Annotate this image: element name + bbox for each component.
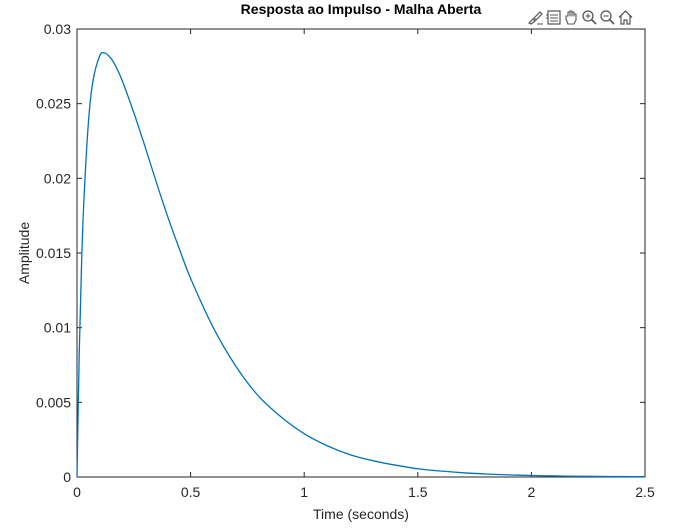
x-tick-label: 0	[73, 484, 81, 500]
y-tick-label: 0.01	[44, 320, 71, 336]
zoom-out-button[interactable]	[598, 7, 616, 27]
y-tick-label: 0	[63, 469, 71, 485]
legend-button[interactable]	[544, 7, 562, 27]
y-tick-label: 0.015	[36, 245, 71, 261]
zoom-out-icon	[599, 9, 615, 25]
pan-hand-icon	[564, 9, 577, 25]
x-tick-label: 2	[528, 484, 536, 500]
home-button[interactable]	[616, 7, 634, 27]
home-icon	[618, 9, 632, 25]
y-tick-label: 0.005	[36, 394, 71, 410]
zoom-in-button[interactable]	[580, 7, 598, 27]
y-tick-label: 0.025	[36, 96, 71, 112]
series-line	[76, 51, 646, 478]
x-tick-label: 1.5	[408, 484, 428, 500]
axes-box[interactable]	[76, 28, 646, 478]
pan-button[interactable]	[562, 7, 580, 27]
y-tick-label: 0.02	[44, 170, 71, 186]
x-axis-label: Time (seconds)	[313, 506, 409, 522]
axes-toolbar	[526, 6, 634, 28]
x-tick-label: 1	[300, 484, 308, 500]
zoom-in-icon	[581, 9, 597, 25]
x-tick-label: 0.5	[181, 484, 201, 500]
y-axis-label: Amplitude	[16, 222, 32, 284]
brush-button[interactable]	[526, 7, 544, 27]
legend-icon	[545, 9, 561, 25]
tick-labels-group: 0 0.5 1 1.5 2 2.5 0 0.005 0.01 0.015 0.02 0.025 0.03	[36, 21, 655, 500]
chart-title: Resposta ao Impulso - Malha Aberta	[241, 1, 482, 17]
x-tick-label: 2.5	[635, 484, 655, 500]
y-tick-label: 0.03	[44, 21, 71, 37]
brush-icon	[527, 10, 543, 25]
